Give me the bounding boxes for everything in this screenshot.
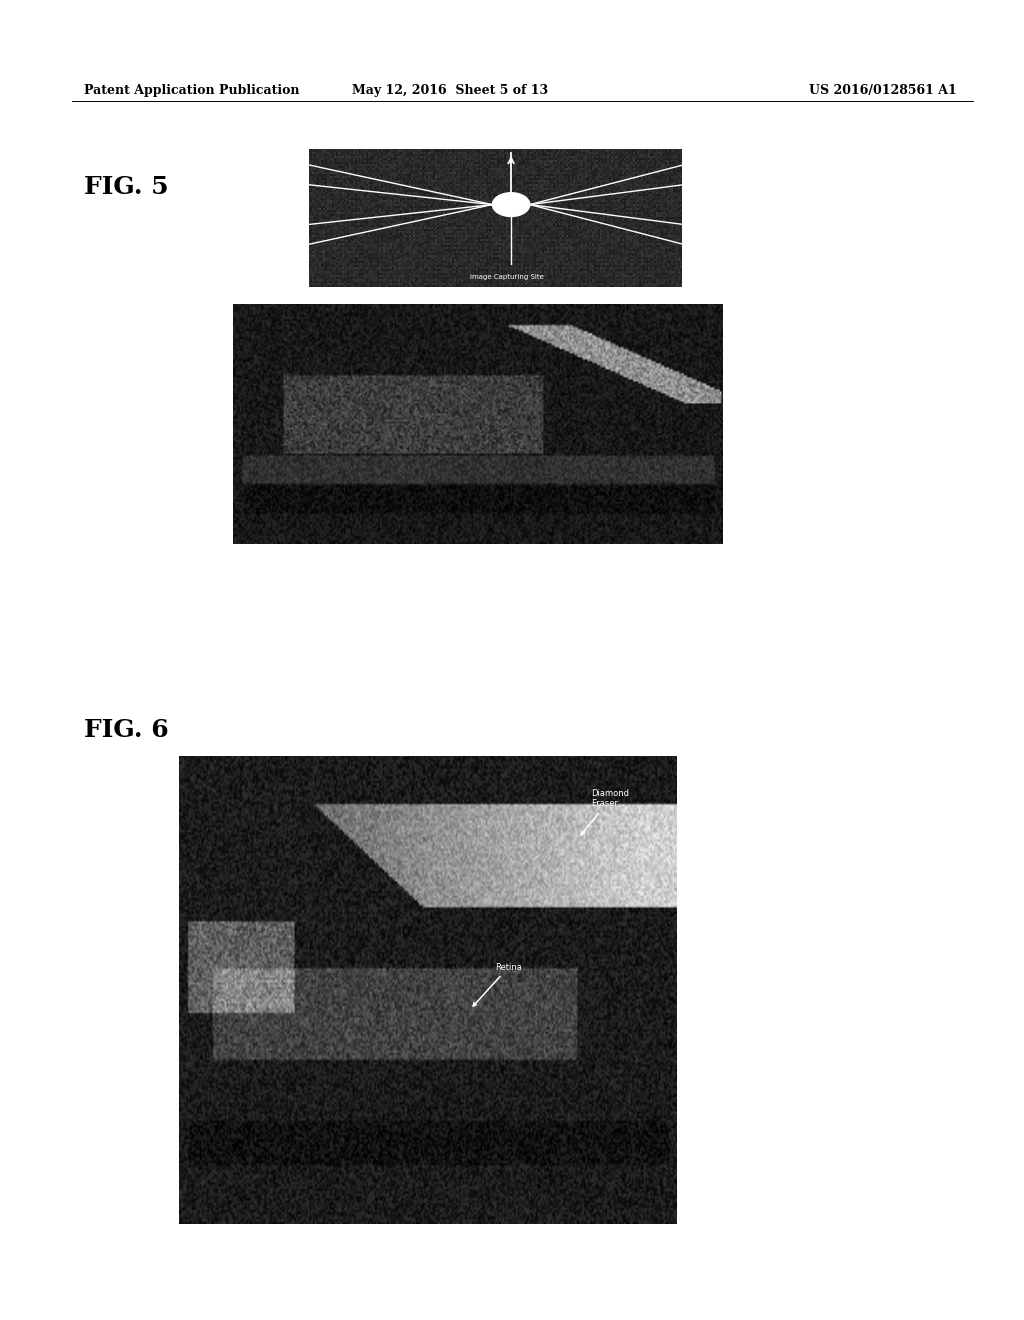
- Text: US 2016/0128561 A1: US 2016/0128561 A1: [809, 83, 956, 96]
- Text: FIG. 6: FIG. 6: [84, 718, 169, 742]
- Text: May 12, 2016  Sheet 5 of 13: May 12, 2016 Sheet 5 of 13: [352, 83, 549, 96]
- Text: Diamond
Eraser: Diamond Eraser: [581, 789, 630, 834]
- Text: Patent Application Publication: Patent Application Publication: [84, 83, 299, 96]
- Ellipse shape: [493, 193, 529, 216]
- Text: Image Capturing Site: Image Capturing Site: [470, 273, 545, 280]
- Text: Retina: Retina: [473, 962, 522, 1006]
- Text: FIG. 5: FIG. 5: [84, 176, 169, 199]
